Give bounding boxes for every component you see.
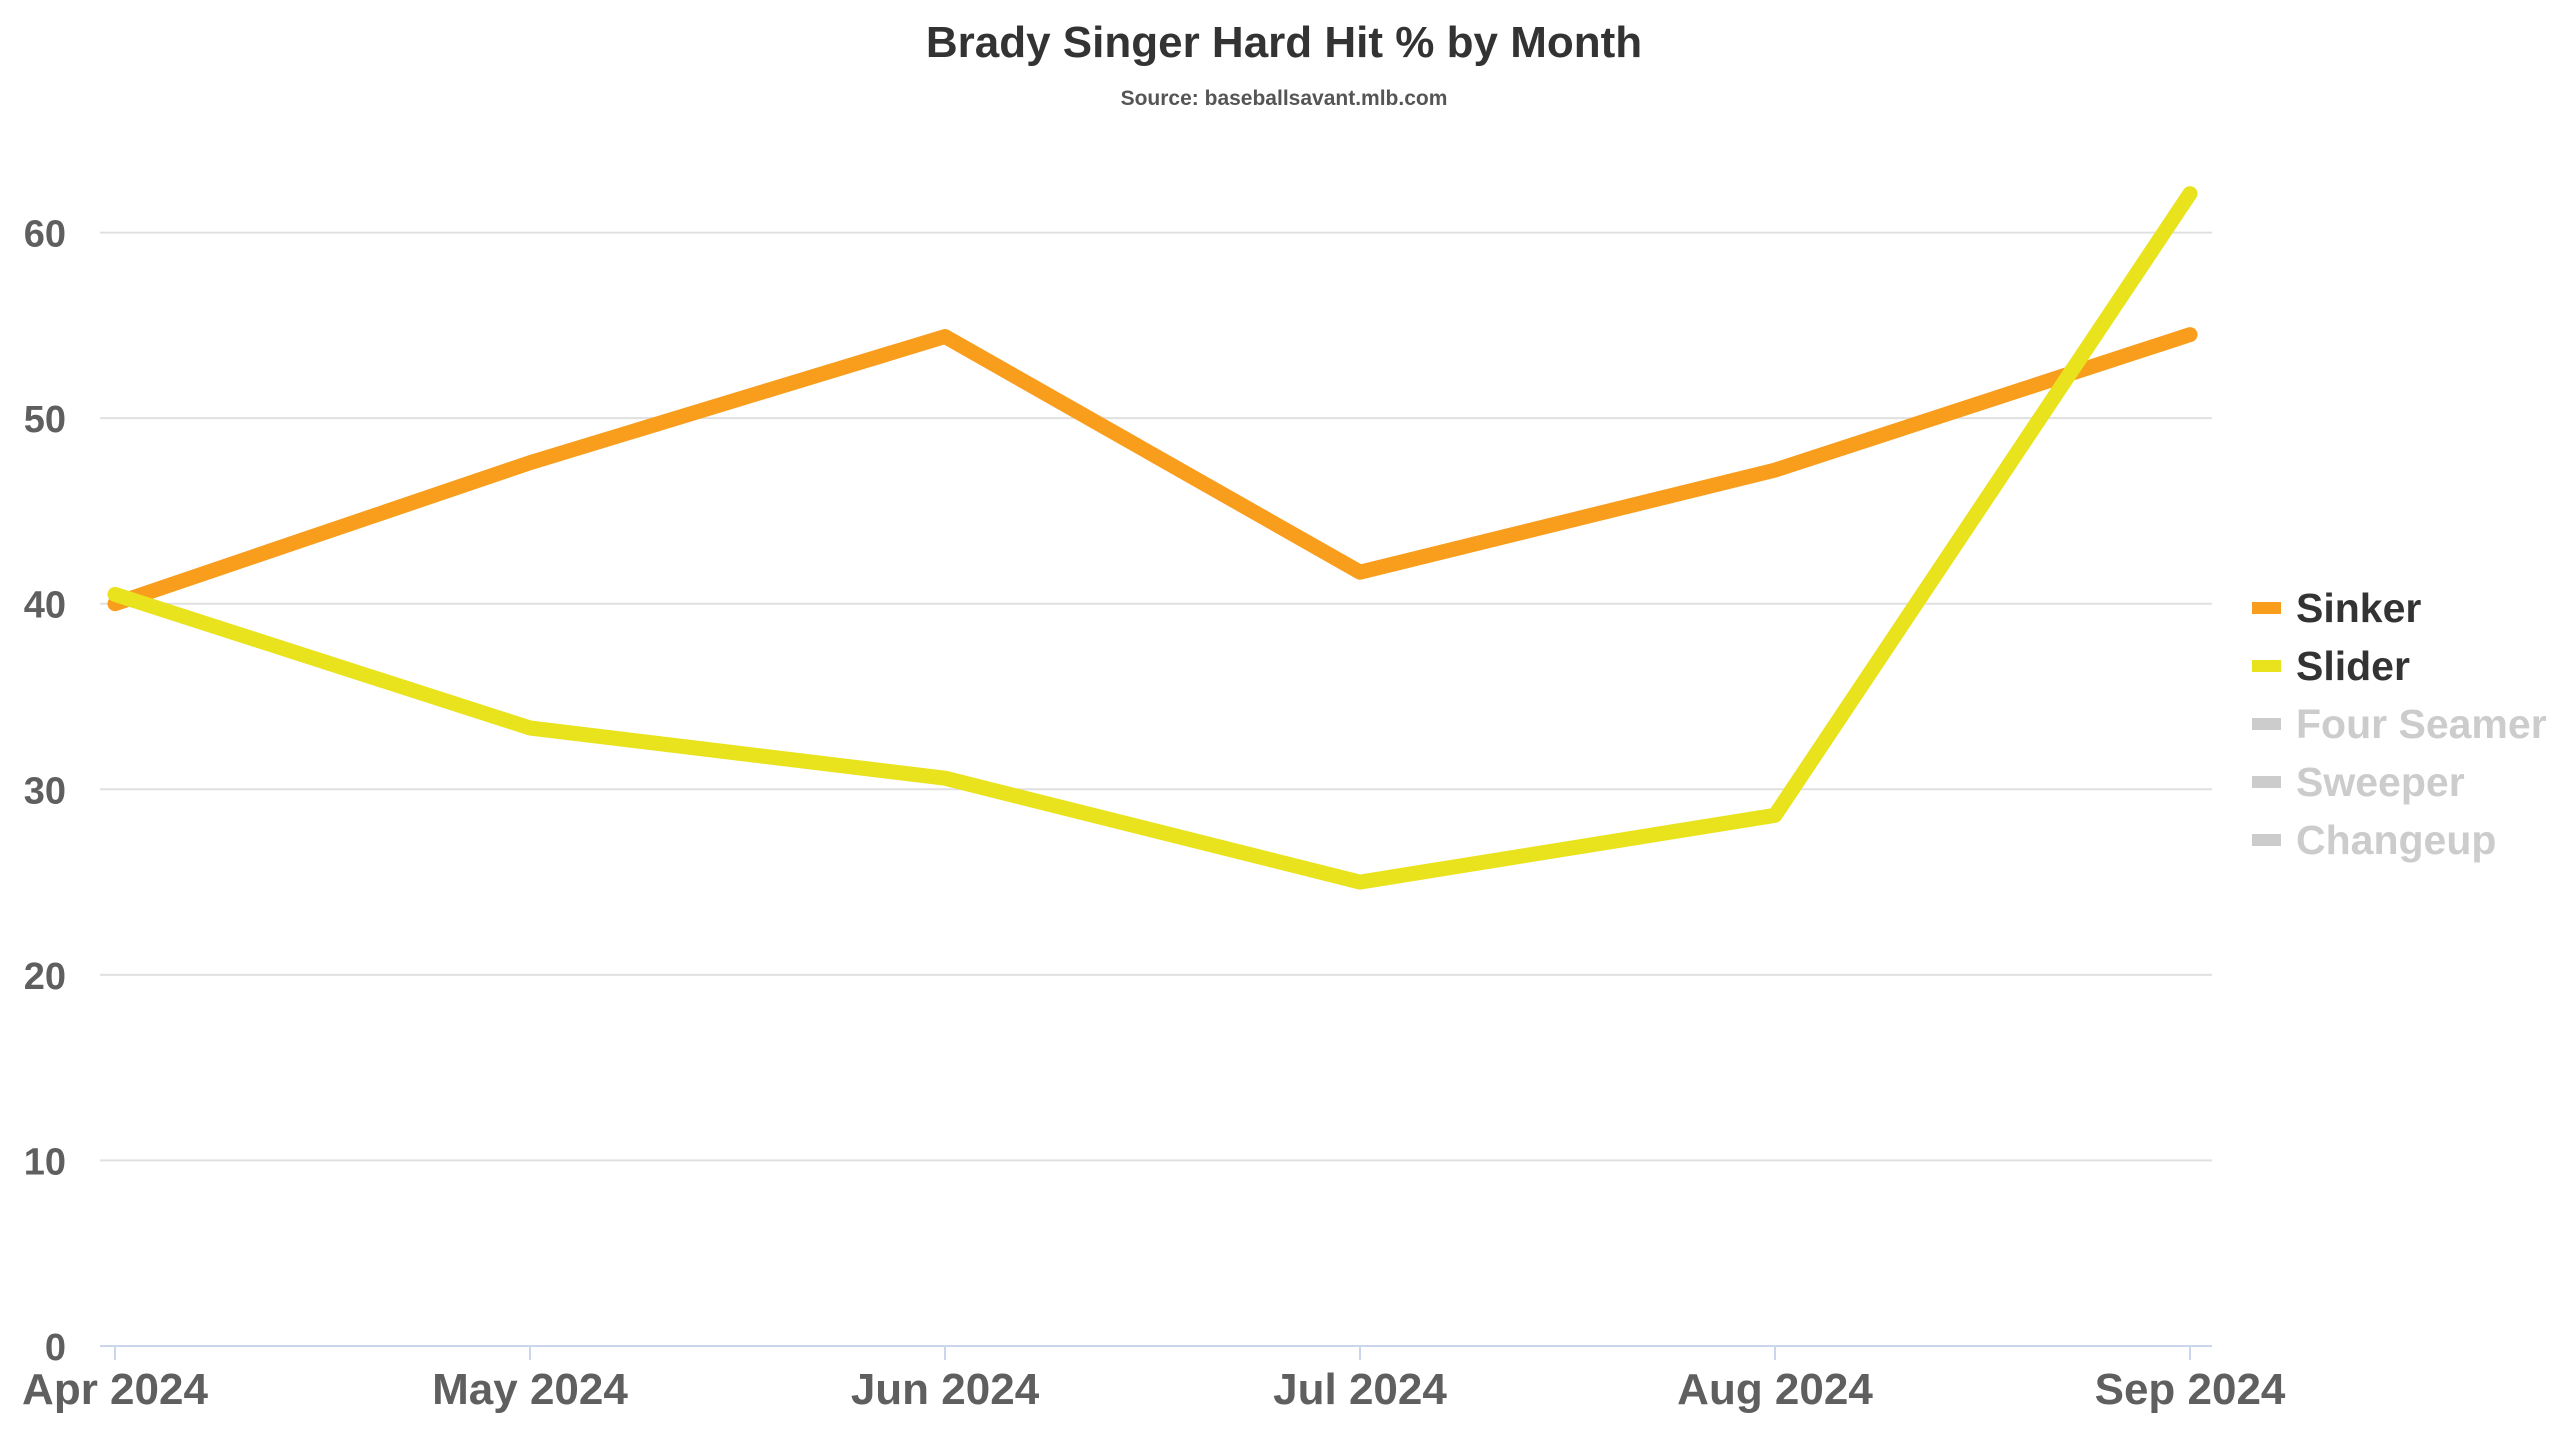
- x-tick-label: Sep 2024: [2095, 1365, 2286, 1414]
- series-line-sinker: [107, 327, 2198, 612]
- legend-label: Sweeper: [2296, 759, 2465, 805]
- x-tick-label: Aug 2024: [1677, 1365, 1873, 1414]
- legend-item-slider[interactable]: Slider: [2252, 643, 2410, 689]
- y-tick-label: 10: [24, 1141, 66, 1183]
- legend-label: Four Seamer: [2296, 701, 2547, 747]
- y-tick-label: 0: [45, 1327, 66, 1369]
- series-lines: [107, 186, 2198, 890]
- y-tick-label: 60: [24, 214, 66, 256]
- y-tick-label: 50: [24, 399, 66, 441]
- chart-title: Brady Singer Hard Hit % by Month: [926, 18, 1642, 67]
- x-tick-label: Jun 2024: [851, 1365, 1040, 1414]
- legend-item-four-seamer[interactable]: Four Seamer: [2252, 701, 2547, 747]
- x-tick-label: May 2024: [432, 1365, 628, 1414]
- legend: Sinker Slider Four Seamer Sweeper Changeup: [2252, 585, 2547, 863]
- gridlines: [100, 231, 2212, 1162]
- y-tick-label: 30: [24, 770, 66, 812]
- legend-item-changeup[interactable]: Changeup: [2252, 817, 2496, 863]
- legend-item-sweeper[interactable]: Sweeper: [2252, 759, 2465, 805]
- x-tick-label: Jul 2024: [1273, 1365, 1447, 1414]
- series-line-slider: [107, 186, 2198, 890]
- legend-label: Slider: [2296, 643, 2410, 689]
- legend-label: Changeup: [2296, 817, 2496, 863]
- y-tick-label: 20: [24, 956, 66, 998]
- y-tick-label: 40: [24, 585, 66, 627]
- legend-item-sinker[interactable]: Sinker: [2252, 585, 2421, 631]
- legend-label: Sinker: [2296, 585, 2421, 631]
- axes: 0 10 20 30 40 50 60 Apr 2024 May 2024 Jun 2024 Jul…: [22, 214, 2286, 1414]
- chart-subtitle: Source: baseballsavant.mlb.com: [1121, 87, 1448, 110]
- x-tick-label: Apr 2024: [22, 1365, 208, 1414]
